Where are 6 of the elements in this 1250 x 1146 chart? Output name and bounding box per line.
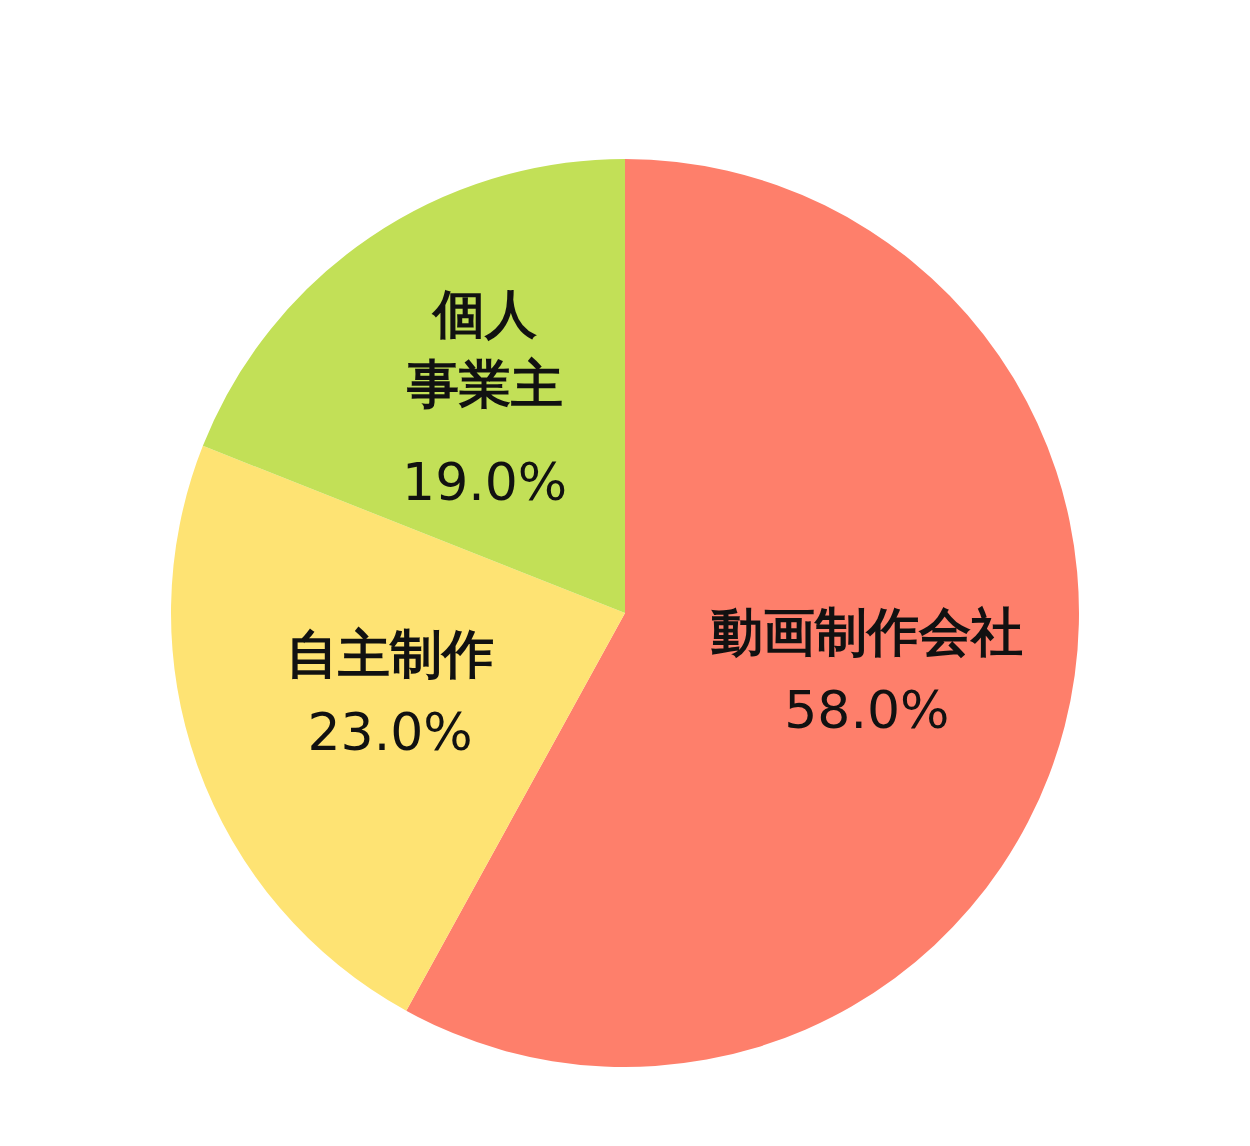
slice-label: 自主制作: [286, 624, 495, 685]
slice-label: 動画制作会社: [710, 601, 1023, 662]
data-label: 58.0%: [784, 679, 950, 740]
data-label: 19.0%: [402, 451, 568, 512]
data-label: 23.0%: [307, 702, 473, 763]
slice-label: 個人事業主: [405, 283, 563, 414]
